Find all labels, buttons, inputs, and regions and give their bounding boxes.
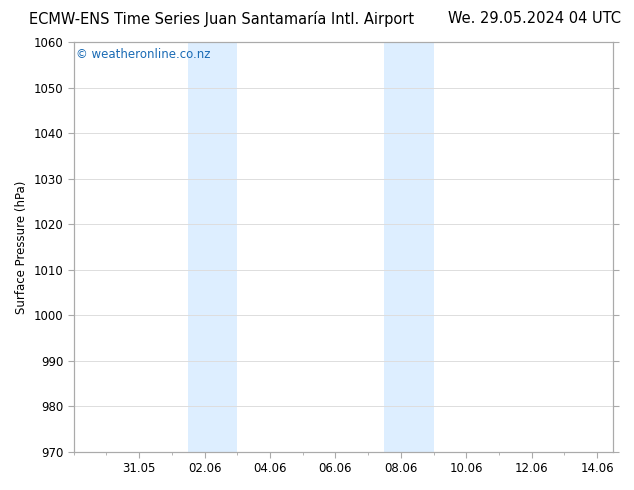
Bar — [384, 42, 434, 452]
Y-axis label: Surface Pressure (hPa): Surface Pressure (hPa) — [15, 180, 28, 314]
Text: ECMW-ENS Time Series Juan Santamaría Intl. Airport: ECMW-ENS Time Series Juan Santamaría Int… — [29, 11, 415, 27]
Text: We. 29.05.2024 04 UTC: We. 29.05.2024 04 UTC — [448, 11, 621, 26]
Text: © weatheronline.co.nz: © weatheronline.co.nz — [77, 48, 211, 61]
Bar — [188, 42, 237, 452]
